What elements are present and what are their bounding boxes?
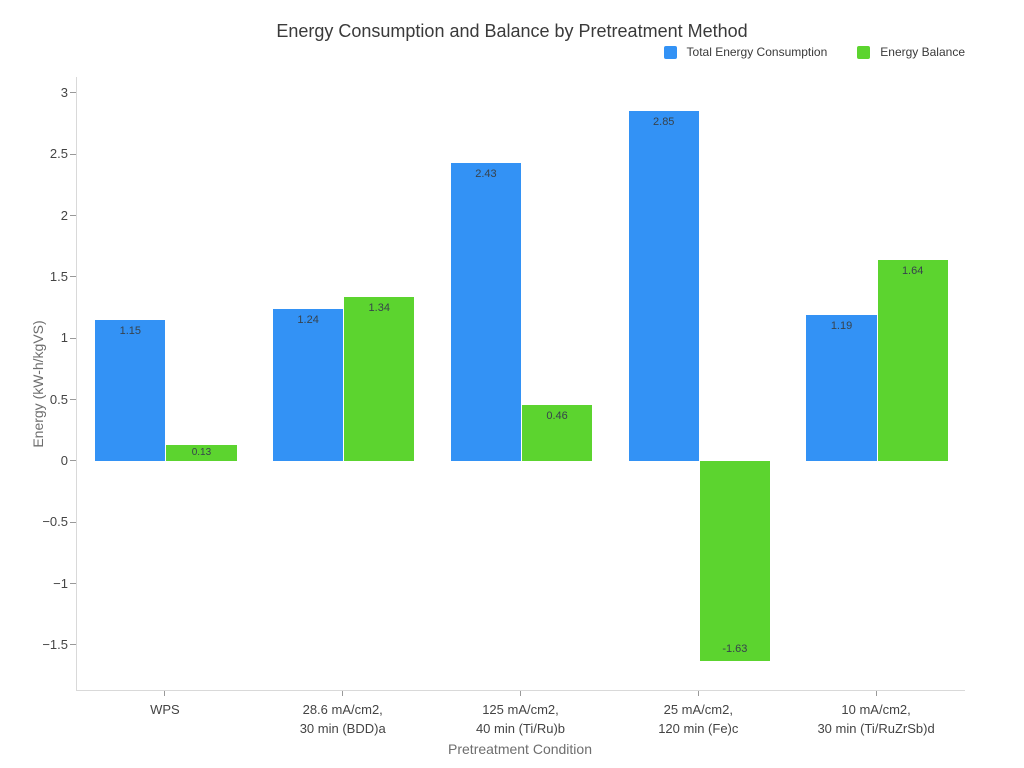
bar-energy-balance [522,404,593,461]
x-tick-label-line: 40 min (Ti/Ru)b [475,721,566,736]
y-tick-label: 1 [60,330,68,346]
plot-area: 1.15 1.24 2.43 2.85 1.19 0.13 1.34 0.46 -1.63 1.6… [76,77,965,691]
bar-energy-balance [166,445,237,461]
y-tick-mark [70,92,76,94]
y-tick-label: −1 [53,575,68,591]
bar-value-label: 0.46 [546,409,568,422]
x-tick-label: 125 mA/cm2, 40 min (Ti/Ru)b [432,700,610,738]
bar-value-label: 1.64 [901,264,924,277]
x-tick-label: 28.6 mA/cm2, 30 min (BDD)a [254,700,432,738]
bar-total-energy-consumption [628,111,699,461]
bar-value-label: 1.15 [119,324,142,337]
x-tick-label-line: 125 mA/cm2, [482,702,559,717]
bar-total-energy-consumption [450,162,521,461]
y-tick-mark [70,337,76,339]
x-tick-label-line: 10 mA/cm2, [841,702,911,717]
y-tick-label: 3 [60,84,68,100]
x-tick-label: 25 mA/cm2, 120 min (Fe)c [609,700,787,738]
chart-title: Energy Consumption and Balance by Pretre… [276,21,748,41]
x-tick-mark [164,691,166,696]
x-tick-label: 10 mA/cm2, 30 min (Ti/RuZrSb)d [787,700,965,738]
legend: Total Energy Consumption Energy Balance [663,45,965,59]
x-tick-label-line: 25 mA/cm2, [663,702,733,717]
x-tick-mark [520,691,521,696]
y-tick-mark [70,521,76,523]
bar-energy-balance [344,296,415,461]
y-tick-label: 0.5 [49,391,68,407]
legend-item[interactable]: Total Energy Consumption [663,45,828,59]
bar-value-label: 2.43 [475,167,497,180]
y-tick-mark [70,153,76,155]
x-tick-mark [697,691,699,696]
y-tick-mark [70,460,76,462]
legend-item[interactable]: Energy Balance [857,45,965,59]
bar-value-label: 1.34 [368,301,390,314]
y-tick-label: −0.5 [42,514,68,530]
bar-energy-balance [699,460,770,661]
x-tick-mark [875,691,877,696]
y-tick-mark [70,215,76,217]
y-tick-mark [70,399,76,401]
y-tick-label: 2.5 [49,146,68,162]
legend-swatch-icon [857,45,871,59]
y-tick-mark [70,644,76,646]
bar-total-energy-consumption [806,314,877,461]
y-tick-label: 2 [60,207,68,223]
x-tick-label: WPS [76,700,254,719]
bar-value-label: 2.85 [653,116,675,129]
y-tick-mark [70,276,76,278]
legend-swatch-icon [663,45,677,59]
bar-total-energy-consumption [273,308,344,461]
bar-value-label: 1.24 [297,313,319,326]
x-tick-label-line: WPS [150,702,180,717]
bar-value-label: 0.13 [191,447,212,458]
bar-energy-balance [877,259,948,461]
bar-total-energy-consumption [95,319,166,461]
x-tick-label-line: 30 min (BDD)a [299,721,386,736]
legend-item-label: Energy Balance [880,45,965,59]
y-tick-label: 1.5 [49,268,68,284]
x-tick-label-line: 120 min (Fe)c [658,721,739,736]
y-tick-mark [70,583,76,585]
x-tick-label-line: 28.6 mA/cm2, [302,702,383,717]
bar-value-label: -1.63 [722,642,748,655]
bar-value-label: 1.19 [830,319,853,332]
x-axis-title: Pretreatment Condition [448,741,592,757]
y-tick-label: −1.5 [42,636,68,652]
legend-item-label: Total Energy Consumption [686,45,828,59]
x-tick-mark [342,691,344,696]
y-tick-label: 0 [60,452,68,468]
x-tick-label-line: 30 min (Ti/RuZrSb)d [817,721,935,736]
